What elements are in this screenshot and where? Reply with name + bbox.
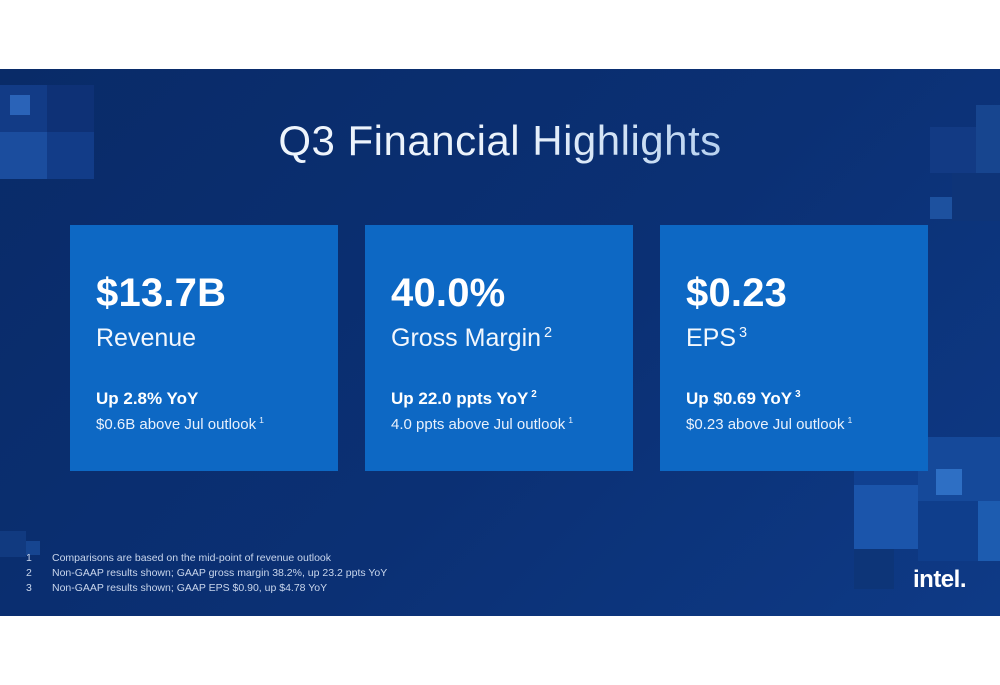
footnote-text: Non-GAAP results shown; GAAP EPS $0.90, … [52, 582, 328, 594]
footnote-row: 3 Non-GAAP results shown; GAAP EPS $0.90… [26, 581, 387, 596]
metric-vs-outlook: $0.6B above Jul outlook 1 [96, 416, 312, 433]
mosaic-decoration [10, 95, 30, 115]
metric-change-text: Up 2.8% YoY [96, 389, 199, 408]
mosaic-decoration [26, 541, 40, 555]
footnote-marker: 1 [259, 415, 264, 425]
footnotes: 1 Comparisons are based on the mid-point… [26, 551, 387, 596]
mosaic-decoration [854, 485, 918, 549]
metric-card-eps: $0.23 EPS 3 Up $0.69 YoY 3 $0.23 above Jul… [660, 225, 928, 471]
metric-label: EPS 3 [686, 324, 902, 353]
cards-row: $13.7B Revenue Up 2.8% YoY $0.6B above J… [70, 225, 928, 471]
metric-vs-outlook-text: 4.0 ppts above Jul outlook [391, 416, 566, 433]
footnote-marker: 3 [739, 324, 748, 341]
metric-change: Up $0.69 YoY 3 [686, 389, 902, 409]
footnote-row: 2 Non-GAAP results shown; GAAP gross mar… [26, 566, 387, 581]
footnote-marker: 2 [531, 389, 537, 401]
metric-label-text: EPS [686, 324, 737, 352]
metric-value: 40.0% [391, 271, 506, 315]
mosaic-decoration [0, 531, 26, 557]
metric-vs-outlook: $0.23 above Jul outlook 1 [686, 416, 902, 433]
metric-vs-outlook-text: $0.6B above Jul outlook [96, 416, 257, 433]
metric-value: $13.7B [96, 271, 227, 315]
footnote-marker: 1 [847, 415, 853, 425]
metric-vs-outlook-text: $0.23 above Jul outlook [686, 416, 845, 433]
intel-logo: intel. [912, 566, 967, 593]
footnote-number: 3 [26, 582, 32, 594]
footnote-marker: 3 [795, 389, 801, 401]
mosaic-decoration [936, 469, 962, 495]
metric-label-text: Revenue [96, 324, 197, 352]
metric-change: Up 2.8% YoY [96, 389, 312, 409]
metric-label-text: Gross Margin [391, 324, 542, 352]
mosaic-decoration [978, 501, 1000, 561]
mosaic-decoration [47, 85, 94, 132]
metric-vs-outlook: 4.0 ppts above Jul outlook 1 [391, 416, 607, 433]
metric-card-gross-margin: 40.0% Gross Margin 2 Up 22.0 ppts YoY 2 4.… [365, 225, 633, 471]
mosaic-decoration [930, 197, 952, 219]
slide-background: Q3 Financial Highlights $13.7B Revenue U… [0, 69, 1000, 616]
metric-label: Gross Margin 2 [391, 324, 607, 353]
footnote-text: Non-GAAP results shown; GAAP gross margi… [52, 567, 388, 579]
footnote-row: 1 Comparisons are based on the mid-point… [26, 551, 387, 566]
metric-change-text: Up 22.0 ppts YoY [391, 389, 529, 408]
metric-label: Revenue [96, 324, 312, 353]
mosaic-decoration [918, 501, 978, 561]
mosaic-decoration [47, 132, 94, 179]
metric-change-text: Up $0.69 YoY [686, 389, 793, 408]
metric-value: $0.23 [686, 271, 788, 315]
slide-title: Q3 Financial Highlights [0, 117, 1000, 165]
mosaic-decoration [952, 173, 1000, 221]
footnote-marker: 1 [568, 415, 574, 425]
mosaic-decoration [976, 105, 1000, 173]
metric-change: Up 22.0 ppts YoY 2 [391, 389, 607, 409]
mosaic-decoration [0, 132, 47, 179]
mosaic-decoration [930, 127, 976, 173]
footnote-number: 1 [26, 552, 32, 564]
mosaic-decoration [854, 549, 894, 589]
footnote-marker: 2 [544, 324, 553, 341]
footnote-text: Comparisons are based on the mid-point o… [52, 552, 331, 564]
metric-card-revenue: $13.7B Revenue Up 2.8% YoY $0.6B above J… [70, 225, 338, 471]
footnote-number: 2 [26, 567, 32, 579]
